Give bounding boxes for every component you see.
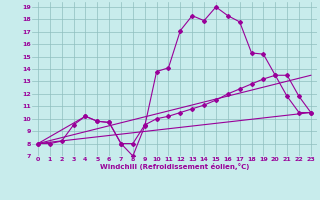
X-axis label: Windchill (Refroidissement éolien,°C): Windchill (Refroidissement éolien,°C) [100, 163, 249, 170]
